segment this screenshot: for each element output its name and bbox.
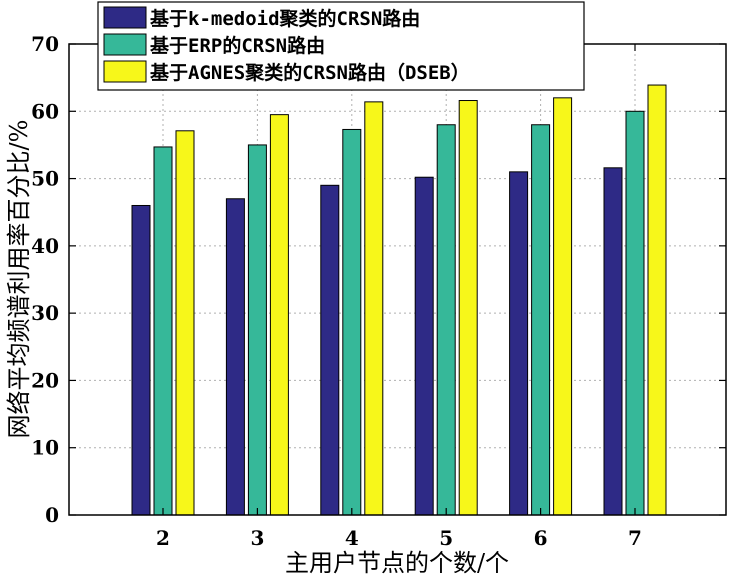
y-tick-label: 10: [31, 436, 59, 460]
x-tick-label: 2: [156, 526, 170, 550]
x-tick-label: 5: [439, 526, 453, 550]
bar-series-2-cat-5: [436, 124, 456, 516]
y-tick-label: 50: [31, 167, 59, 191]
x-axis-ticks: 2 3 4 5 6 7: [156, 44, 642, 550]
y-tick-label: 30: [31, 301, 59, 325]
bar-series-2-cat-4: [342, 128, 362, 516]
legend-label: 基于k-medoid聚类的CRSN路由: [149, 7, 420, 30]
y-axis-ticks: 0 10 20 30 40 50 60 70: [31, 32, 726, 527]
bar-series-3-cat-3: [269, 114, 289, 516]
bar-series-2-cat-3: [247, 144, 267, 516]
legend-swatch: [103, 6, 147, 29]
y-tick-label: 70: [31, 32, 59, 56]
bar-series-1-cat-2: [131, 204, 151, 516]
bar-series-1-cat-4: [320, 184, 340, 516]
bar-series-1-cat-7: [603, 167, 623, 516]
legend-swatch: [103, 33, 147, 56]
y-tick-label: 0: [45, 503, 59, 527]
y-tick-label: 40: [31, 234, 59, 258]
bar-series-1-cat-5: [414, 176, 434, 516]
bar-series-3-cat-5: [458, 100, 478, 516]
x-tick-label: 3: [250, 526, 264, 550]
legend: 基于k-medoid聚类的CRSN路由基于ERP的CRSN路由基于AGNES聚类…: [97, 1, 585, 91]
x-tick-label: 6: [534, 526, 548, 550]
bar-series-3-cat-6: [553, 97, 573, 516]
bar-series-3-cat-4: [364, 101, 384, 516]
bar-series-3-cat-2: [175, 130, 195, 516]
legend-label: 基于AGNES聚类的CRSN路由（DSEB）: [149, 61, 470, 84]
y-tick-label: 60: [31, 99, 59, 123]
bar-series-1-cat-6: [509, 171, 529, 516]
bar-series-2-cat-2: [153, 146, 173, 516]
legend-box: [97, 1, 585, 91]
y-tick-label: 20: [31, 368, 59, 392]
bar-series-3-cat-7: [647, 84, 667, 516]
x-tick-label: 7: [628, 526, 642, 550]
bar-series-2-cat-7: [625, 110, 645, 516]
x-axis-label: 主用户节点的个数/个: [285, 549, 509, 577]
legend-swatch: [103, 60, 147, 83]
legend-label: 基于ERP的CRSN路由: [149, 34, 325, 57]
y-axis-label: 网络平均频谱利用率百分比/%: [5, 120, 33, 439]
bar-series-1-cat-3: [225, 198, 245, 516]
x-tick-label: 4: [345, 526, 359, 550]
bar-series-2-cat-6: [531, 124, 551, 516]
